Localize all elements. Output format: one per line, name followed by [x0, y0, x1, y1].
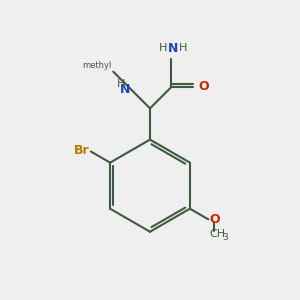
Text: O: O [210, 213, 220, 226]
Text: H: H [158, 43, 167, 52]
Text: Br: Br [74, 144, 90, 157]
Text: 3: 3 [222, 233, 228, 242]
Text: N: N [168, 42, 178, 55]
Text: CH: CH [210, 229, 226, 239]
Text: methyl: methyl [82, 61, 112, 70]
Text: O: O [198, 80, 209, 93]
Text: N: N [119, 83, 130, 96]
Text: H: H [117, 79, 125, 89]
Text: H: H [179, 43, 188, 52]
